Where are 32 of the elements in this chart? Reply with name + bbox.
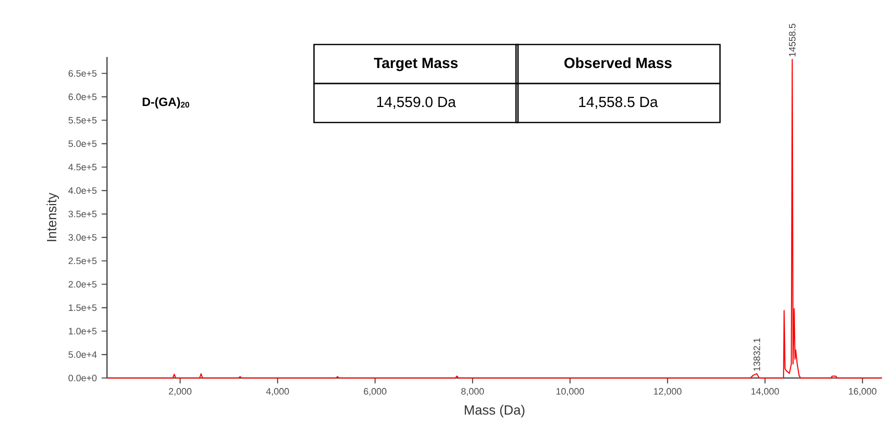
x-tick-label: 4,000 — [266, 388, 289, 396]
annotation: D-(GA)$_{20}$ — [142, 97, 190, 108]
annotation: 13832.1 — [754, 338, 760, 371]
y-tick-label: 3.0e+5 — [68, 234, 97, 241]
y-tick-label: 4.0e+5 — [68, 187, 97, 194]
x-tick-label: 8,000 — [461, 388, 484, 396]
x-tick-label: 2,000 — [168, 388, 192, 396]
x-tick-label: 6,000 — [364, 388, 386, 396]
y-tick-label: 4.5e+5 — [68, 164, 97, 170]
y-tick-label: 2.0e+5 — [68, 280, 97, 288]
y-axis-title: Intensity — [46, 192, 59, 242]
annotation: Target Mass — [374, 58, 458, 72]
annotation: 14,559.0 Da — [377, 96, 456, 109]
annotation: 14,558.5 Da — [579, 96, 658, 109]
y-tick-label: 5.0e+4 — [68, 351, 97, 358]
y-tick-label: 5.5e+5 — [68, 117, 97, 124]
y-tick-label: 2.5e+5 — [68, 258, 97, 264]
x-tick-label: 10,000 — [556, 388, 584, 396]
y-tick-label: 0.0e+0 — [68, 374, 97, 382]
y-tick-label: 6.5e+5 — [68, 70, 97, 77]
y-tick-label: 1.0e+5 — [68, 328, 97, 334]
y-tick-label: 3.5e+5 — [68, 210, 97, 218]
y-tick-label: 5.0e+5 — [68, 140, 97, 147]
x-axis-title: Mass (Da) — [464, 404, 524, 418]
annotation: 14558.5 — [788, 24, 796, 56]
line-series — [106, 58, 883, 379]
y-tick-label: 6.0e+5 — [68, 94, 97, 100]
annotation: Observed Mass — [564, 57, 672, 68]
y-tick-label: 1.5e+5 — [68, 304, 97, 311]
x-tick-label: 14,000 — [751, 388, 779, 396]
x-tick-label: 16,000 — [848, 388, 876, 396]
x-tick-label: 12,000 — [654, 388, 682, 396]
